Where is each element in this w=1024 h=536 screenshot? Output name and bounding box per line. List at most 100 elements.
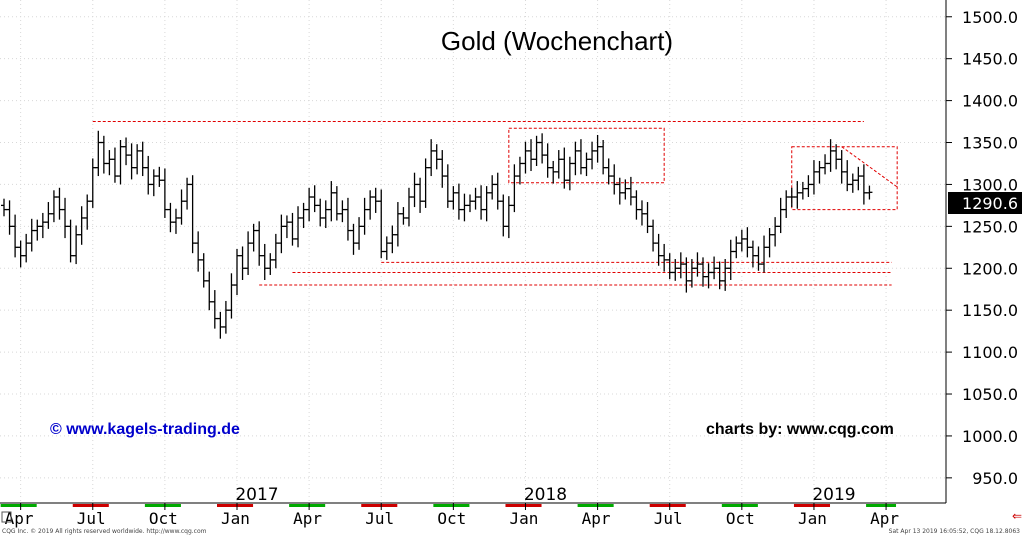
ohlc-bar <box>472 187 479 210</box>
year-labels: 2017 2018 2019 <box>235 485 855 505</box>
ohlc-bar <box>245 231 252 275</box>
y-tick-label: 1400.0 <box>962 92 1018 111</box>
grid <box>0 0 946 503</box>
ohlc-bar <box>300 202 307 229</box>
ohlc-bar <box>367 190 374 220</box>
ohlc-bar <box>561 147 568 189</box>
ohlc-bar <box>539 133 546 164</box>
ohlc-bar <box>361 197 368 235</box>
ohlc-bar <box>633 190 640 220</box>
ohlc-bar <box>400 207 407 225</box>
x-tick-label: Apr <box>582 509 611 528</box>
ohlc-bar <box>39 212 46 239</box>
ohlc-bar <box>295 206 302 248</box>
ohlc-bar <box>833 144 840 170</box>
ohlc-bar <box>6 200 13 235</box>
x-tick-label: Jan <box>221 509 250 528</box>
ohlc-bar <box>572 141 579 176</box>
ohlc-bar <box>650 219 657 252</box>
ohlc-bar <box>616 177 623 205</box>
ohlc-bar <box>111 147 118 183</box>
ohlc-bar <box>794 181 801 209</box>
ohlc-bar <box>128 143 135 180</box>
ohlc-bar <box>611 164 618 195</box>
footer-right: Sat Apr 13 2019 16:05:52, CQG 18.12.8063 <box>889 528 1021 535</box>
ohlc-bar <box>589 141 596 170</box>
ohlc-bar <box>123 137 130 166</box>
ohlc-bar <box>749 240 756 268</box>
ohlc-bar <box>722 259 729 291</box>
ohlc-bar <box>766 228 773 258</box>
y-tick-label: 1350.0 <box>962 134 1018 153</box>
ohlc-bar <box>417 177 424 213</box>
ohlc-bar <box>860 164 867 205</box>
y-tick-label: 950.0 <box>972 469 1018 488</box>
ohlc-bar <box>73 225 80 265</box>
ohlc-bar <box>700 257 706 287</box>
scroll-right-arrow-icon[interactable]: ⇐ <box>1012 509 1022 523</box>
year-label: 2017 <box>235 485 278 505</box>
credit-right[interactable]: charts by: www.cqg.com <box>706 421 894 438</box>
y-tick-label: 1000.0 <box>962 427 1018 446</box>
ohlc-bar <box>189 175 196 254</box>
ohlc-bar <box>78 206 85 245</box>
ohlc-bar <box>322 200 329 229</box>
ohlc-bar <box>250 223 257 252</box>
ohlc-bar <box>439 150 446 188</box>
ohlc-bar <box>500 194 507 237</box>
scroll-box-icon[interactable] <box>1 511 12 523</box>
ohlc-bar <box>455 183 462 220</box>
ohlc-bar <box>34 219 41 241</box>
ohlc-bar <box>627 176 634 206</box>
axis-color-strip <box>649 504 686 507</box>
axis-color-strip <box>721 504 758 507</box>
ohlc-bar <box>805 175 812 198</box>
y-axis-labels: 950.0 1000.0 1050.0 1100.0 1150.0 1200.0 1250.… <box>946 8 1018 488</box>
x-tick-label: Jul <box>654 509 683 528</box>
ohlc-bar <box>283 215 290 239</box>
ohlc-bar <box>12 214 19 258</box>
ohlc-bar <box>23 233 30 263</box>
ohlc-bar <box>672 259 679 281</box>
ohlc-bar <box>544 143 551 178</box>
ohlc-bar <box>306 187 313 222</box>
ohlc-bar <box>622 179 629 200</box>
last-value-badge: 1290.6 <box>948 192 1022 214</box>
ohlc-bar <box>106 150 113 176</box>
ohlc-bar <box>139 141 146 177</box>
x-tick-label: Apr <box>5 509 34 528</box>
ohlc-bar <box>705 263 712 289</box>
y-tick-label: 1450.0 <box>962 50 1018 69</box>
ohlc-bar <box>433 144 440 170</box>
year-label: 2018 <box>524 485 567 505</box>
ohlc-bar <box>600 140 607 175</box>
ohlc-bar <box>461 193 468 222</box>
x-axis-labels: Apr Jul Oct Jan Apr Jul Oct Jan Apr Jul Oct Jan Apr <box>0 503 899 528</box>
ohlc-bar <box>783 190 790 218</box>
credit-left[interactable]: © www.kagels-trading.de <box>50 421 240 438</box>
ohlc-bar <box>799 181 806 200</box>
axis-color-strip <box>289 504 326 507</box>
axis-color-strip <box>0 504 37 507</box>
ohlc-bar <box>289 212 296 246</box>
ohlc-bar <box>816 160 823 184</box>
ohlc-bar <box>278 214 285 254</box>
ohlc-bar <box>428 139 435 177</box>
ohlc-bar <box>50 190 57 223</box>
ohlc-bar <box>200 253 207 288</box>
axis-color-strip <box>505 504 542 507</box>
y-tick-label: 1500.0 <box>962 8 1018 27</box>
ohlc-bar <box>516 156 523 185</box>
axis-color-strip <box>144 504 181 507</box>
ohlc-bar <box>422 158 429 208</box>
ohlc-bar <box>222 300 229 334</box>
year-label: 2019 <box>812 485 855 505</box>
ohlc-bar <box>688 259 695 288</box>
ohlc-bar <box>661 243 668 272</box>
ohlc-bar <box>511 164 518 213</box>
ohlc-bar <box>62 197 69 239</box>
ohlc-bar <box>383 236 390 260</box>
ohlc-bar <box>195 231 202 272</box>
ohlc-bar <box>256 221 263 266</box>
ohlc-bar <box>28 218 35 252</box>
